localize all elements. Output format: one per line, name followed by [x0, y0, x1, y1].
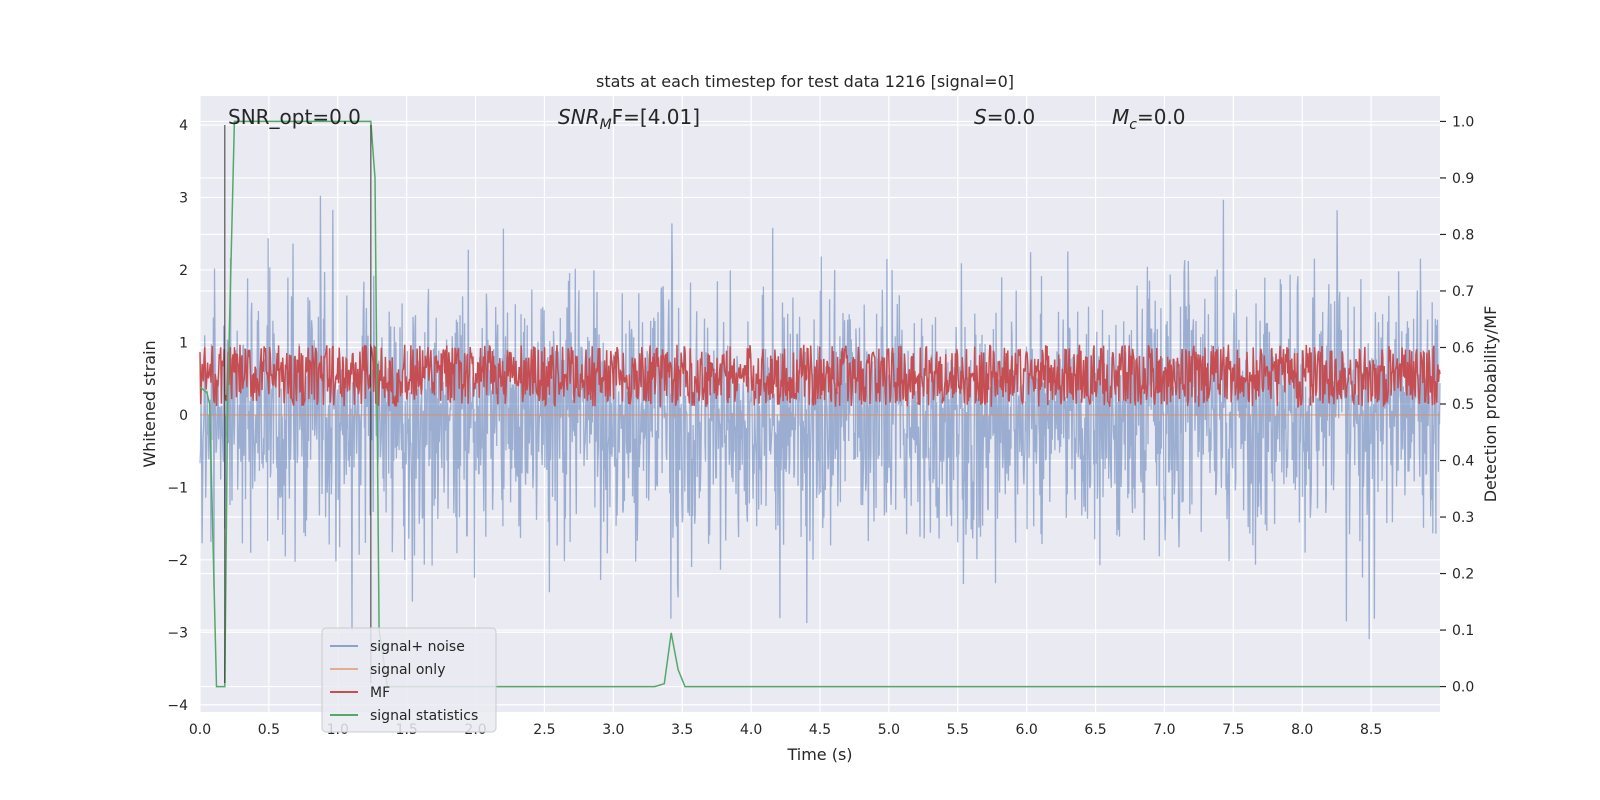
x-tick-label: 6.0 — [1016, 722, 1038, 738]
x-tick-label: 4.0 — [740, 722, 762, 738]
y2-axis-ticks: 0.0 0.1 0.2 0.3 0.4 0.5 0.6 0.7 0.8 0.9 1.0 — [1440, 114, 1474, 696]
x-tick-label: 3.5 — [671, 722, 693, 738]
y2-tick-label: 0.9 — [1452, 171, 1474, 187]
y-tick-label: 3 — [179, 190, 188, 206]
x-tick-label: 8.0 — [1291, 722, 1313, 738]
annotation-s: S=0.0 — [974, 105, 1035, 129]
x-tick-label: 6.5 — [1084, 722, 1106, 738]
annotation-snr-opt: SNR_opt=0.0 — [228, 105, 361, 129]
y2-tick-label: 0.8 — [1452, 227, 1474, 243]
series-line-signal-statistics — [199, 120, 1440, 688]
x-tick-label: 2.5 — [533, 722, 555, 738]
x-tick-label: 5.0 — [878, 722, 900, 738]
y-tick-label: −4 — [167, 698, 188, 714]
series-line-mf — [199, 343, 1441, 409]
y2-tick-label: 0.7 — [1452, 284, 1474, 300]
legend-label: signal only — [370, 662, 445, 678]
x-tick-label: 7.5 — [1222, 722, 1244, 738]
x-tick-label: 5.5 — [947, 722, 969, 738]
y2-tick-label: 0.2 — [1452, 567, 1474, 583]
legend-label: signal statistics — [370, 708, 478, 724]
x-tick-label: 4.5 — [809, 722, 831, 738]
y-tick-label: 1 — [179, 335, 188, 351]
x-tick-label: 0.0 — [189, 722, 211, 738]
legend-label: signal+ noise — [370, 639, 465, 655]
snr-mf-sub: M — [600, 117, 612, 133]
y-axis-ticks: −4 −3 −2 −1 0 1 2 3 4 — [167, 118, 188, 714]
y2-tick-label: 0.6 — [1452, 340, 1474, 356]
series-line-signal-noise — [199, 195, 1441, 640]
y-tick-label: 4 — [179, 118, 188, 134]
y2-tick-label: 0.3 — [1452, 510, 1474, 526]
snr-mf-rest: F=[4.01] — [612, 105, 700, 129]
vertical-markers — [224, 124, 372, 684]
s-rest: =0.0 — [987, 105, 1036, 129]
legend: signal+ noise signal only MF signal statist… — [321, 627, 497, 733]
chart-title: stats at each timestep for test data 121… — [596, 72, 1014, 91]
mc-sub: c — [1129, 117, 1137, 133]
y-axis-label: Whitened strain — [140, 340, 159, 467]
s-main: S — [974, 105, 987, 129]
y2-tick-label: 0.5 — [1452, 397, 1474, 413]
y2-tick-label: 0.0 — [1452, 680, 1474, 696]
x-tick-label: 7.0 — [1153, 722, 1175, 738]
y-tick-label: −3 — [167, 625, 188, 641]
x-tick-label: 8.5 — [1360, 722, 1382, 738]
x-axis-label: Time (s) — [786, 745, 852, 764]
y2-tick-label: 0.4 — [1452, 454, 1474, 470]
y-tick-label: −1 — [167, 480, 188, 496]
snr-mf-main: SNR — [558, 105, 600, 129]
x-tick-label: 0.5 — [258, 722, 280, 738]
legend-box — [321, 627, 497, 733]
series-layer — [199, 120, 1441, 688]
y2-tick-label: 0.1 — [1452, 623, 1474, 639]
annotation-mc: Mc=0.0 — [1112, 105, 1186, 133]
y-tick-label: 0 — [179, 408, 188, 424]
y-tick-label: 2 — [179, 263, 188, 279]
mc-rest: =0.0 — [1137, 105, 1186, 129]
mc-main: M — [1112, 105, 1129, 129]
y-tick-label: −2 — [167, 553, 188, 569]
y2-tick-label: 1.0 — [1452, 114, 1474, 130]
legend-label: MF — [370, 685, 390, 701]
annotation-snr-mf: SNRMF=[4.01] — [558, 105, 700, 133]
y2-axis-label: Detection probability/MF — [1481, 306, 1500, 503]
x-tick-label: 3.0 — [602, 722, 624, 738]
